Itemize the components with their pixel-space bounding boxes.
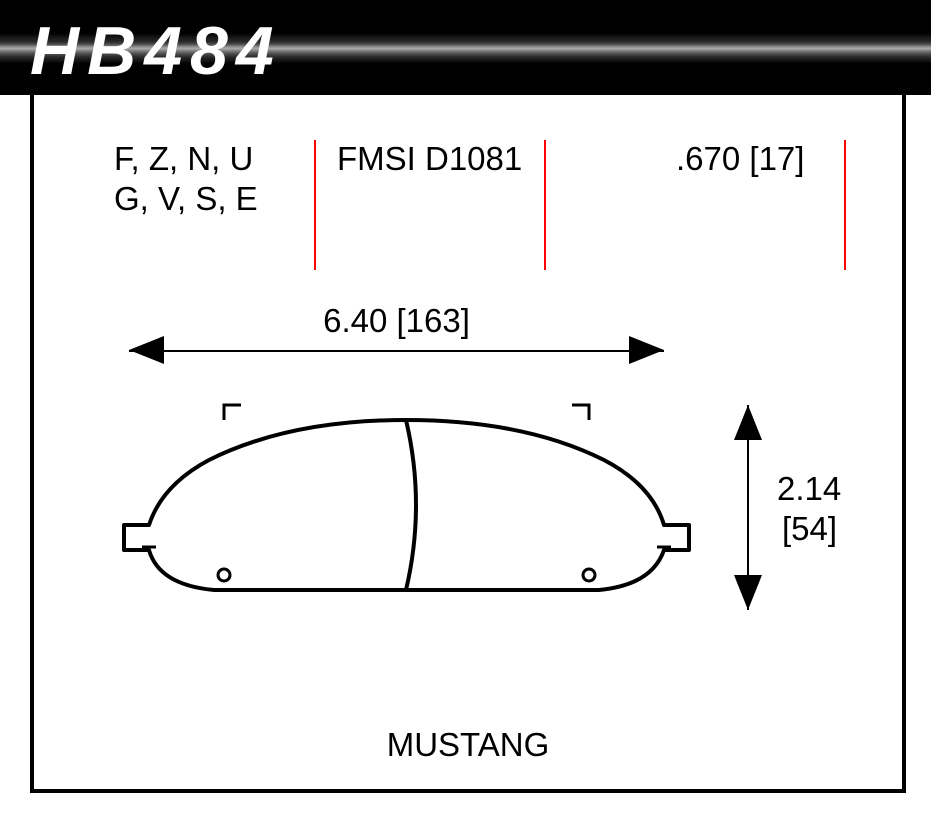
height-value-in: 2.14 <box>777 470 841 508</box>
arrow-left-icon <box>129 336 164 364</box>
divider-3 <box>844 140 846 270</box>
arrow-up-icon <box>734 405 762 440</box>
application-name: MUSTANG <box>387 726 550 764</box>
divider-1 <box>314 140 316 270</box>
compounds-line1: F, Z, N, U <box>114 140 253 178</box>
spec-row: F, Z, N, U G, V, S, E FMSI D1081 .670 [1… <box>34 140 902 270</box>
thickness-value: .670 [17] <box>676 140 804 178</box>
part-number: HB484 <box>30 12 282 90</box>
compounds-line2: G, V, S, E <box>114 180 258 218</box>
brake-pad-diagram <box>104 395 709 620</box>
content-frame: F, Z, N, U G, V, S, E FMSI D1081 .670 [1… <box>30 95 906 793</box>
width-dimension: 6.40 [163] <box>129 330 664 370</box>
divider-2 <box>544 140 546 270</box>
header-bar: HB484 <box>0 0 931 95</box>
height-value-mm: [54] <box>782 510 837 548</box>
arrow-down-icon <box>734 575 762 610</box>
width-value: 6.40 [163] <box>308 302 485 340</box>
fmsi-code: FMSI D1081 <box>337 140 522 178</box>
height-dimension: 2.14 [54] <box>732 405 862 610</box>
arrow-right-icon <box>629 336 664 364</box>
width-dim-line <box>129 350 664 352</box>
